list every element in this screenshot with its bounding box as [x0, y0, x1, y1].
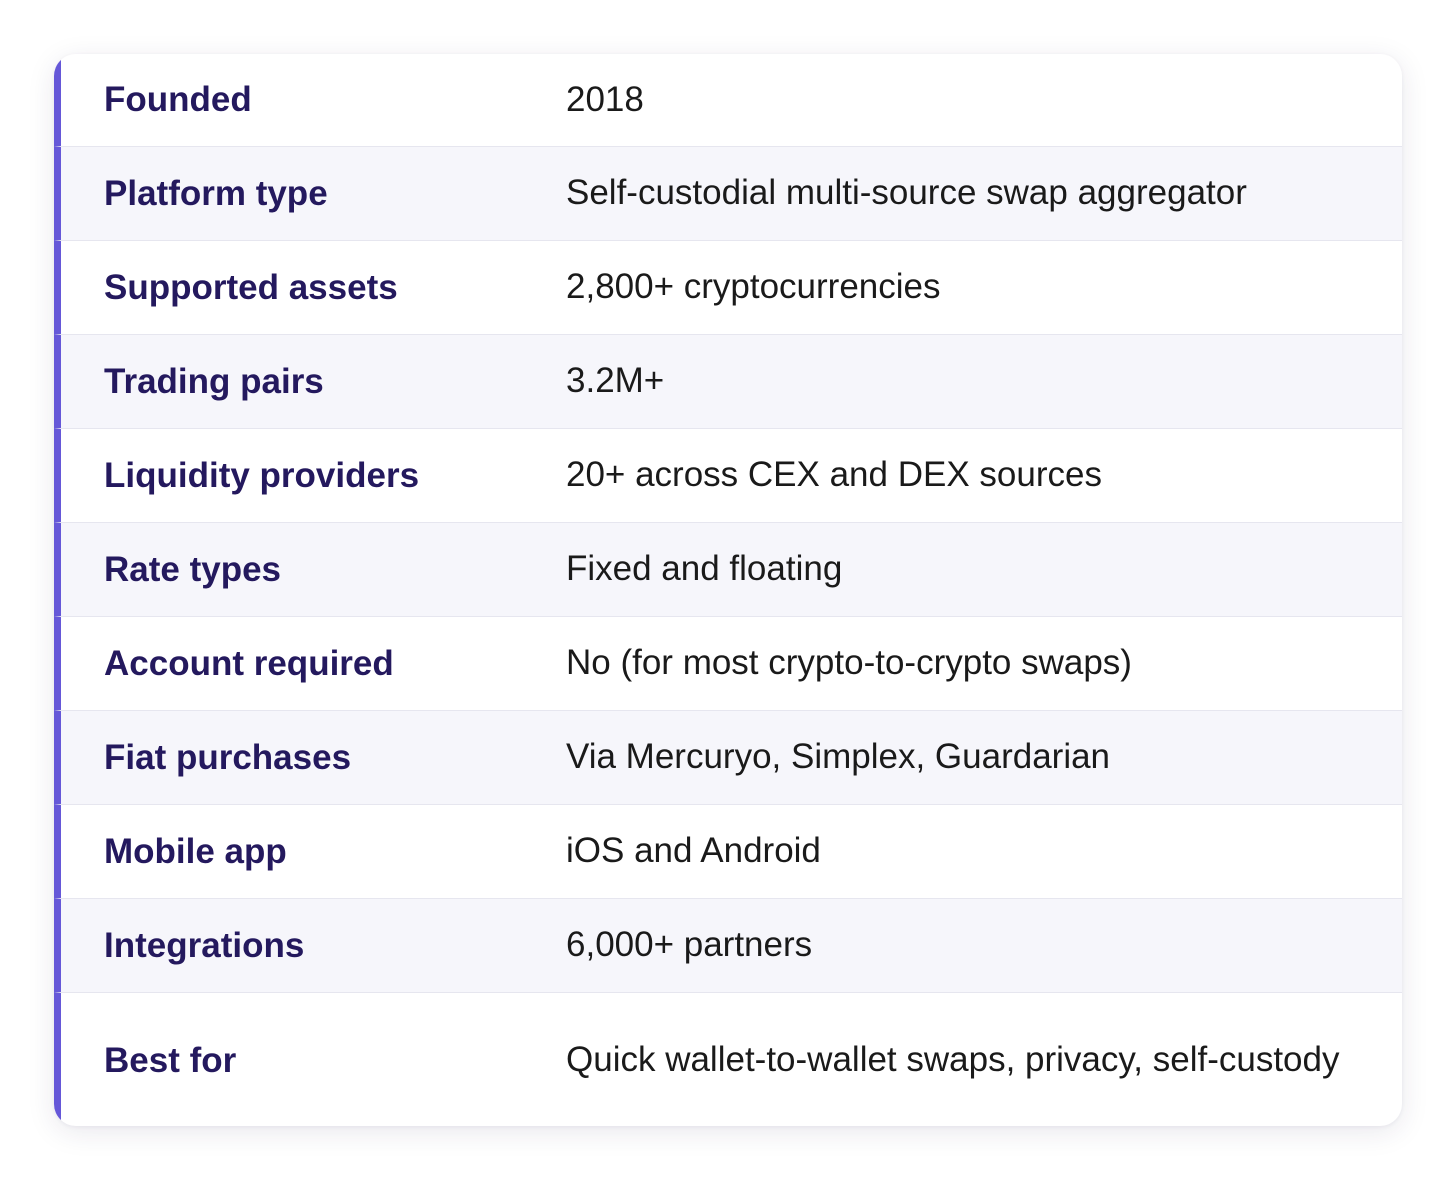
table-row-founded: Founded 2018: [54, 54, 1402, 147]
row-label: Account required: [104, 643, 394, 683]
row-value: 2,800+ cryptocurrencies: [566, 267, 941, 307]
row-value: Self-custodial multi-source swap aggrega…: [566, 173, 1247, 213]
table-row-liquidity-providers: Liquidity providers 20+ across CEX and D…: [54, 429, 1402, 523]
row-label: Supported assets: [104, 267, 398, 307]
table-row-supported-assets: Supported assets 2,800+ cryptocurrencies: [54, 241, 1402, 335]
row-value: Fixed and floating: [566, 549, 843, 589]
table-row-trading-pairs: Trading pairs 3.2M+: [54, 335, 1402, 429]
table-row-platform-type: Platform type Self-custodial multi-sourc…: [54, 147, 1402, 241]
table-row-best-for: Best for Quick wallet-to-wallet swaps, p…: [54, 993, 1402, 1126]
table-row-mobile-app: Mobile app iOS and Android: [54, 805, 1402, 899]
row-label: Platform type: [104, 173, 328, 213]
row-value: 2018: [566, 79, 644, 119]
table-row-integrations: Integrations 6,000+ partners: [54, 899, 1402, 993]
row-value: Via Mercuryo, Simplex, Guardarian: [566, 737, 1111, 777]
row-value: 6,000+ partners: [566, 925, 813, 965]
table-row-account-required: Account required No (for most crypto-to-…: [54, 617, 1402, 711]
table-row-rate-types: Rate types Fixed and floating: [54, 523, 1402, 617]
row-value: Quick wallet-to-wallet swaps, privacy, s…: [566, 1040, 1340, 1080]
row-value: 3.2M+: [566, 361, 665, 401]
row-value: 20+ across CEX and DEX sources: [566, 455, 1102, 495]
row-label: Founded: [104, 80, 252, 119]
row-label: Trading pairs: [104, 361, 324, 401]
row-label: Liquidity providers: [104, 455, 420, 495]
table-row-fiat-purchases: Fiat purchases Via Mercuryo, Simplex, Gu…: [54, 711, 1402, 805]
row-label: Fiat purchases: [104, 737, 352, 777]
row-value: No (for most crypto-to-crypto swaps): [566, 643, 1132, 683]
info-table: Founded 2018 Platform type Self-custodia…: [54, 54, 1402, 1126]
row-label: Best for: [104, 1040, 237, 1080]
row-value: iOS and Android: [566, 831, 821, 871]
row-label: Integrations: [104, 925, 305, 965]
row-label: Rate types: [104, 549, 282, 589]
row-label: Mobile app: [104, 831, 287, 871]
